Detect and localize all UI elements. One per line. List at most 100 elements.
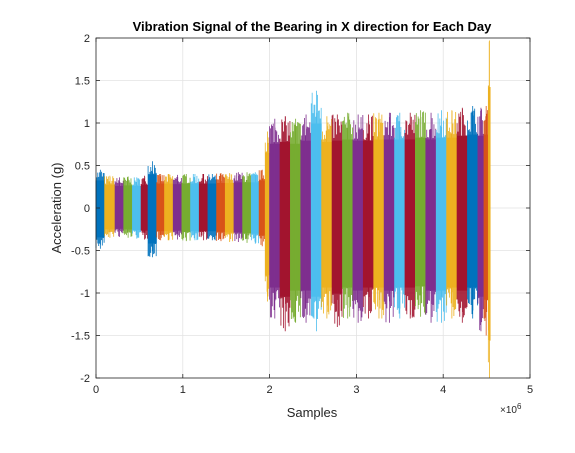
signal-segment xyxy=(264,131,270,302)
chart-title: Vibration Signal of the Bearing in X dir… xyxy=(133,19,493,34)
signal-segment-spikes xyxy=(224,173,234,242)
signal-segment-spikes xyxy=(242,172,252,243)
x-tick-label: 2 xyxy=(267,384,273,396)
signal-segment-spikes xyxy=(383,112,395,323)
signal-series xyxy=(95,40,491,378)
signal-segment-spikes xyxy=(310,90,322,332)
signal-segment-spikes xyxy=(181,174,191,242)
x-axis-exponent: ×106 xyxy=(500,402,522,416)
signal-segment xyxy=(207,174,217,241)
signal-segment xyxy=(233,172,243,242)
signal-segment-spikes xyxy=(164,174,174,241)
signal-segment-spikes xyxy=(258,169,265,247)
y-tick-label: -2 xyxy=(80,373,90,385)
signal-segment-spikes xyxy=(198,174,208,241)
signal-segment-spikes xyxy=(95,169,105,249)
signal-segment xyxy=(95,169,105,249)
signal-segment-spikes xyxy=(362,114,374,319)
signal-segment-spikes xyxy=(342,112,353,319)
signal-segment xyxy=(487,40,491,378)
signal-segment-spikes xyxy=(483,106,488,336)
signal-segment-spikes xyxy=(207,174,217,241)
signal-segment-spikes xyxy=(331,114,343,327)
signal-segment-spikes xyxy=(156,174,165,241)
signal-segment xyxy=(310,90,322,332)
signal-segment xyxy=(373,112,385,319)
y-tick-label: -1 xyxy=(80,288,90,300)
y-axis-label: Acceleration (g) xyxy=(49,162,64,253)
signal-segment-spikes xyxy=(269,118,280,319)
signal-segment-spikes xyxy=(147,161,157,258)
signal-segment-spikes xyxy=(132,177,141,239)
y-tick-label: -1.5 xyxy=(71,331,90,343)
signal-segment-spikes xyxy=(300,114,312,323)
signal-segment-spikes xyxy=(279,116,291,332)
signal-segment xyxy=(198,174,208,241)
y-tick-label: -0.5 xyxy=(71,246,90,258)
signal-segment-spikes xyxy=(404,112,416,319)
signal-segment-spikes xyxy=(467,106,478,319)
signal-segment-spikes xyxy=(172,174,182,240)
y-tick-label: 0.5 xyxy=(75,161,90,173)
x-tick-label: 4 xyxy=(440,384,446,396)
signal-segment xyxy=(290,118,301,323)
signal-segment-spikes xyxy=(425,112,437,323)
y-tick-label: 1.5 xyxy=(75,76,90,88)
axis-ticks: 0 1 2 3 4 5 -2 -1.5 -1 -0.5 0 0.5 1 1.5 2 xyxy=(71,33,533,396)
signal-segment xyxy=(123,176,133,238)
signal-segment xyxy=(181,174,191,242)
y-tick-label: 1 xyxy=(84,118,90,130)
x-tick-label: 0 xyxy=(93,384,99,396)
signal-segment-spikes xyxy=(290,118,301,323)
y-tick-label: 0 xyxy=(84,203,90,215)
x-tick-label: 1 xyxy=(180,384,186,396)
signal-segment xyxy=(467,106,478,319)
signal-segment xyxy=(362,114,374,319)
signal-segment-spikes xyxy=(435,110,447,323)
signal-segment xyxy=(242,172,252,243)
y-tick-label: 2 xyxy=(84,33,90,45)
signal-segment xyxy=(477,107,484,332)
signal-segment xyxy=(342,112,353,319)
signal-segment xyxy=(216,173,226,242)
signal-segment xyxy=(269,118,281,319)
signal-segment-spikes xyxy=(114,177,124,237)
signal-segment-spikes xyxy=(352,114,364,323)
signal-segment-spikes xyxy=(250,172,259,244)
signal-segment-spikes xyxy=(456,107,468,323)
signal-segment xyxy=(147,161,157,258)
signal-segment xyxy=(331,114,343,327)
signal-segment-spikes xyxy=(446,110,457,319)
signal-segment xyxy=(224,173,235,242)
signal-segment xyxy=(156,174,165,241)
x-tick-label: 3 xyxy=(353,384,359,396)
signal-segment-spikes xyxy=(321,116,332,319)
signal-segment xyxy=(425,112,437,323)
signal-segment xyxy=(456,107,468,323)
signal-segment xyxy=(300,114,312,323)
x-tick-label: 5 xyxy=(527,384,533,396)
signal-segment xyxy=(114,177,124,237)
signal-segment xyxy=(132,177,142,239)
signal-segment-spikes xyxy=(477,107,484,332)
signal-segment xyxy=(321,116,333,319)
signal-segment-spikes xyxy=(264,131,270,302)
signal-segment xyxy=(483,106,489,336)
signal-segment-spikes xyxy=(123,176,133,238)
signal-segment xyxy=(172,174,182,240)
signal-segment xyxy=(383,112,395,323)
signal-segment xyxy=(104,175,116,238)
signal-segment-spikes xyxy=(233,172,243,242)
signal-segment-spikes xyxy=(394,112,405,319)
signal-segment xyxy=(394,112,406,319)
signal-segment-spikes xyxy=(190,174,200,241)
signal-segment xyxy=(404,112,416,319)
signal-segment xyxy=(258,169,266,247)
signal-segment xyxy=(352,114,364,323)
signal-segment-spikes xyxy=(216,173,226,242)
signal-segment-spikes xyxy=(140,175,148,240)
signal-segment xyxy=(164,174,174,241)
signal-segment xyxy=(279,116,291,332)
signal-segment xyxy=(415,110,426,317)
